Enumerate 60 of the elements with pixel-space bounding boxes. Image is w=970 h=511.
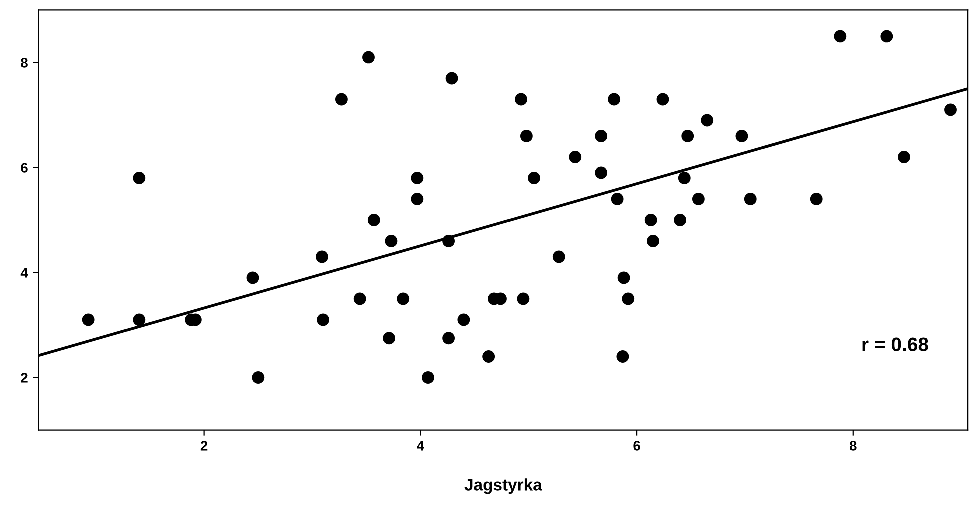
- point: [644, 214, 658, 226]
- point: [678, 172, 691, 184]
- point: [618, 272, 630, 284]
- point: [517, 292, 530, 306]
- point: [458, 314, 470, 326]
- point: [880, 30, 894, 43]
- point: [133, 172, 146, 184]
- x-axis-title: Jagstyrka: [464, 478, 542, 494]
- point: [810, 193, 823, 206]
- point: [520, 130, 533, 142]
- point: [744, 193, 757, 206]
- y-tick-label: 8: [21, 58, 28, 68]
- point: [482, 350, 496, 363]
- point: [368, 214, 380, 226]
- point: [411, 172, 424, 184]
- point: [133, 314, 146, 326]
- annotation: r = 0.68: [862, 338, 928, 352]
- point: [383, 332, 396, 345]
- point: [898, 151, 910, 164]
- point: [528, 172, 540, 184]
- point: [682, 130, 694, 142]
- point: [354, 292, 366, 306]
- y-tick-label: 4: [20, 268, 28, 278]
- point: [692, 193, 705, 206]
- point: [616, 350, 630, 363]
- x-tick-label: 6: [634, 441, 640, 451]
- point: [622, 292, 635, 306]
- y-tick-label: 2: [21, 373, 28, 383]
- point: [569, 151, 582, 164]
- point: [834, 30, 847, 43]
- x-tick-label: 8: [850, 441, 857, 451]
- point: [385, 235, 398, 248]
- point: [656, 93, 670, 106]
- point: [411, 193, 424, 206]
- point: [611, 193, 624, 206]
- point: [397, 292, 410, 306]
- point: [595, 130, 608, 142]
- point: [442, 235, 456, 248]
- point: [647, 235, 660, 248]
- point: [317, 314, 330, 326]
- point: [335, 93, 348, 106]
- point: [362, 51, 375, 64]
- point: [316, 250, 328, 264]
- y-tick-label: 6: [21, 163, 28, 173]
- point: [736, 130, 748, 142]
- point: [446, 72, 458, 85]
- point: [246, 272, 260, 284]
- point: [674, 214, 687, 226]
- x-tick-label: 4: [417, 441, 424, 451]
- point: [82, 314, 95, 326]
- point: [422, 372, 434, 384]
- point: [595, 166, 608, 180]
- point: [252, 372, 265, 384]
- point: [552, 250, 566, 264]
- point: [944, 104, 957, 116]
- point: [608, 93, 621, 106]
- point: [701, 114, 714, 127]
- point: [442, 332, 456, 345]
- x-tick-label: 2: [200, 441, 208, 451]
- point: [515, 93, 528, 106]
